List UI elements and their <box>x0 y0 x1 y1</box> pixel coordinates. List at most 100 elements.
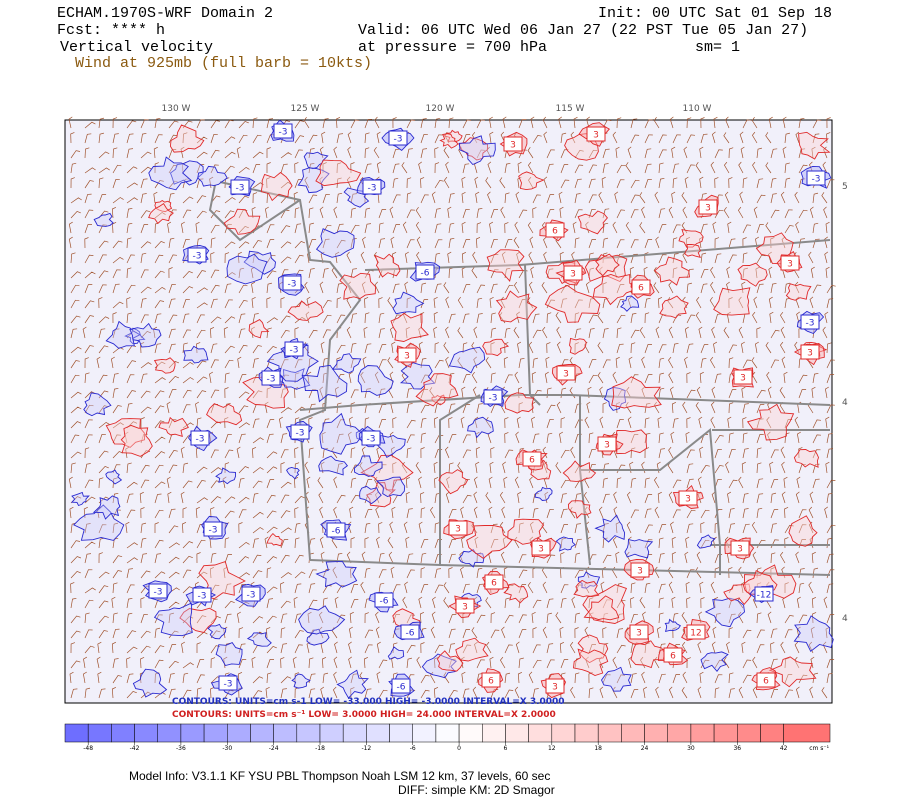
contour-label: -3 <box>489 394 498 404</box>
contour <box>544 284 601 323</box>
contour-label: -3 <box>247 591 256 601</box>
contour-label-box <box>448 520 468 536</box>
contour <box>153 602 193 637</box>
colorbar-box <box>111 723 135 743</box>
contour <box>443 129 463 143</box>
colorbar-tick-label: 6 <box>504 745 508 752</box>
colorbar-box <box>621 723 645 743</box>
contour-label-box <box>730 540 750 556</box>
contour-label: 6 <box>638 284 644 294</box>
contour-label: 3 <box>740 374 746 384</box>
colorbar-box <box>342 723 367 743</box>
colorbar-tick-label: -48 <box>83 745 93 752</box>
contour-label-box <box>756 672 776 688</box>
contour-label: -3 <box>290 346 299 356</box>
contour-label-box <box>273 123 293 139</box>
contour-label: 3 <box>604 441 610 451</box>
contour-label-box <box>556 365 576 381</box>
contour-label-box <box>800 314 820 330</box>
contour <box>507 518 545 545</box>
diff-info: DIFF: simple KM: 2D Smagor <box>398 783 555 797</box>
longitude-label: 110 W <box>683 104 712 114</box>
contour <box>577 571 601 589</box>
init-time: Init: 00 UTC Sat 01 Sep 18 <box>598 5 832 22</box>
contour-label: 3 <box>538 545 544 555</box>
colorbar-box <box>737 723 761 743</box>
contour <box>620 295 640 312</box>
contour <box>319 412 364 455</box>
wind-barbs <box>68 116 836 699</box>
contour <box>148 202 174 225</box>
contour-label: -3 <box>198 592 207 602</box>
contour-label-box <box>780 255 800 271</box>
contour <box>567 500 592 519</box>
contour <box>387 646 405 660</box>
contour <box>206 403 243 426</box>
contour <box>359 485 382 505</box>
colorbar-tick-label: 12 <box>548 745 556 752</box>
contour <box>303 151 329 170</box>
colorbar-tick-label: -42 <box>130 745 140 752</box>
contour-label: 3 <box>637 567 643 577</box>
contour <box>723 583 752 605</box>
contour-label: 3 <box>462 603 468 613</box>
contour-label: 6 <box>529 456 535 466</box>
contour <box>611 376 662 409</box>
longitude-label: 120 W <box>426 104 455 114</box>
contour-label-box <box>806 170 826 186</box>
contour <box>573 648 609 676</box>
colorbar-box <box>319 723 344 743</box>
contour <box>374 253 401 278</box>
colorbar-tick-label: 42 <box>780 745 788 752</box>
contour-label-box <box>503 136 523 152</box>
contour-label: 3 <box>552 683 558 693</box>
contour-label-box <box>397 347 417 363</box>
contour-label: 6 <box>552 227 558 237</box>
contour <box>360 454 414 494</box>
contour <box>458 135 496 166</box>
contour-label-box <box>483 389 503 405</box>
colorbar-box <box>389 723 413 743</box>
colorbar-box <box>227 723 251 743</box>
contour-label-box <box>362 179 382 195</box>
contour-label: 6 <box>670 652 676 662</box>
contour <box>105 469 123 485</box>
contour <box>315 560 358 588</box>
contour <box>246 632 272 647</box>
contour <box>153 357 176 374</box>
contour <box>215 467 236 485</box>
colorbar-tick-label: 18 <box>594 745 602 752</box>
contour-label-box <box>192 587 212 603</box>
contour <box>592 274 639 306</box>
contour <box>504 392 535 414</box>
contour <box>793 615 834 652</box>
contour <box>577 634 609 664</box>
contour <box>92 495 121 520</box>
contour-label-box <box>481 672 501 688</box>
positive-contour-info: CONTOURS: UNITS=cm s⁻¹ LOW= 3.0000 HIGH=… <box>172 710 556 720</box>
contour-label-box <box>455 598 475 614</box>
contour-label: -3 <box>236 184 245 194</box>
contour-label-box <box>374 592 394 608</box>
contour <box>287 300 324 321</box>
latitude-label: 5 <box>842 182 848 192</box>
contour <box>436 650 464 672</box>
contour <box>392 291 425 315</box>
contour <box>215 642 243 667</box>
colorbar-tick-label: -6 <box>410 745 416 752</box>
contour-label: 6 <box>763 677 769 687</box>
contour <box>375 476 406 497</box>
contour <box>339 272 377 300</box>
contour-label: 6 <box>491 579 497 589</box>
contour-label-box <box>284 341 304 357</box>
contour <box>503 583 529 604</box>
colorbar-box <box>644 723 668 743</box>
pressure-level: at pressure = 700 hPa <box>358 39 547 56</box>
longitude-label: 125 W <box>291 104 320 114</box>
contour-label-box <box>326 522 346 538</box>
contour-label: -6 <box>380 597 389 607</box>
contour-label-box <box>531 540 551 556</box>
contour-label-box <box>203 521 223 537</box>
field-name: Vertical velocity <box>60 39 213 56</box>
contour-label: -3 <box>209 526 218 536</box>
